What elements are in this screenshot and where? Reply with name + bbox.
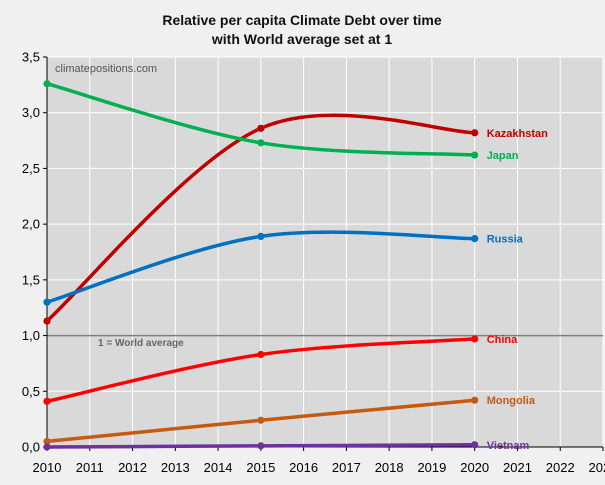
y-tick-label: 1,5 (22, 272, 40, 287)
chart-subtitle: with World average set at 1 (211, 31, 392, 47)
axes: 2010 2011 2012 2013 2014 2015 2016 2017 2018 2019… (22, 50, 605, 476)
data-point-mongolia (43, 437, 51, 446)
y-tick-label: 0,5 (22, 384, 40, 399)
series-label-mongolia: Mongolia (487, 395, 536, 407)
data-point-mongolia (257, 416, 265, 424)
data-point-kazakhstan (471, 129, 479, 137)
series-label-japan: Japan (487, 150, 519, 162)
x-tick-label: 2014 (204, 460, 233, 475)
data-point-japan (43, 80, 51, 88)
x-tick-label: 2013 (161, 460, 190, 475)
x-tick-label: 2019 (417, 460, 446, 475)
series-label-vietnam: Vietnam (487, 440, 530, 452)
y-tick-label: 0,0 (22, 440, 40, 455)
world-average-label: 1 = World average (98, 338, 184, 349)
x-tick-label: 2011 (76, 460, 104, 475)
data-point-japan (257, 139, 265, 147)
x-tick-label: 2021 (503, 460, 532, 475)
series-japan: Japan (43, 80, 519, 162)
series-russia: Russia (43, 230, 524, 306)
plot-area (47, 57, 603, 447)
data-point-japan (471, 151, 479, 159)
data-point-china (471, 335, 479, 343)
x-tick-label: 2016 (289, 460, 318, 475)
watermark-text: climatepositions.com (55, 63, 157, 75)
series-kazakhstan: Kazakhstan (43, 113, 548, 325)
series-label-russia: Russia (487, 234, 524, 246)
y-tick-label: 2,5 (22, 161, 40, 176)
x-tick-label: 2020 (460, 460, 489, 475)
y-tick-label: 3,0 (22, 105, 40, 120)
series-china: China (43, 334, 518, 405)
data-point-china (257, 350, 265, 359)
data-point-mongolia (471, 396, 479, 404)
data-point-vietnam (257, 442, 265, 450)
data-point-vietnam (43, 443, 51, 451)
x-tick-label: 2015 (246, 460, 275, 475)
x-tick-label: 2010 (33, 460, 62, 475)
x-tick-label: 2023 (589, 460, 605, 475)
data-point-kazakhstan (43, 317, 51, 325)
chart-title: Relative per capita Climate Debt over ti… (162, 12, 442, 28)
x-tick-label: 2017 (332, 460, 361, 475)
y-tick-label: 1,0 (22, 328, 40, 343)
y-tick-label: 2,0 (22, 217, 40, 232)
series-label-china: China (487, 334, 518, 346)
x-tick-label: 2022 (546, 460, 575, 475)
series-layer: Kazakhstan Japan Russia China Mongolia Vietna… (43, 80, 548, 452)
data-point-russia (257, 232, 265, 240)
data-point-vietnam (471, 441, 479, 449)
series-mongolia: Mongolia (43, 395, 536, 446)
x-tick-label: 2012 (118, 460, 147, 475)
x-tick-label: 2018 (375, 460, 404, 475)
series-vietnam: Vietnam (43, 440, 530, 452)
y-tick-label: 3,5 (22, 50, 40, 65)
data-point-russia (471, 235, 479, 243)
data-point-russia (43, 298, 51, 306)
series-label-kazakhstan: Kazakhstan (487, 128, 548, 140)
data-point-china (43, 397, 51, 405)
data-point-kazakhstan (257, 124, 265, 132)
